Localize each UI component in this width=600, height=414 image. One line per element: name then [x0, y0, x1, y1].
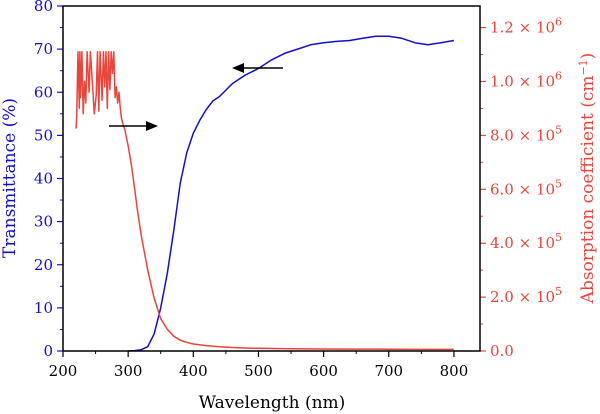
arrow-to-left-axis-head [232, 63, 244, 73]
y-left-tick-label: 20 [34, 256, 53, 274]
y-axis-title-right-end: ) [578, 53, 598, 60]
y-right-tick-label: 6.0 × 105 [490, 177, 562, 198]
y-left-tick-label: 40 [34, 170, 53, 188]
y-axis-title-right-main: Absorption coefficient (cm [578, 76, 598, 305]
arrow-to-right-axis-head [146, 121, 158, 131]
arrow-to-left-axis [232, 63, 283, 73]
x-tick-label: 700 [374, 362, 403, 380]
x-tick-label: 300 [114, 362, 143, 380]
absorption-line [75, 51, 454, 351]
y-left-tick-label: 60 [34, 83, 53, 101]
x-tick-label: 200 [49, 362, 78, 380]
y-left-tick-label: 50 [34, 126, 53, 144]
y-left-tick-label: 0 [43, 342, 53, 360]
y-right-tick-label: 2.0 × 105 [490, 285, 562, 306]
arrow-to-right-axis [109, 121, 158, 131]
tick-label-layer: 200 300 400 500 600 700 800 0 10 20 30 40 50 60 70 80 0.… [34, 0, 562, 380]
y-right-tick-label: 4.0 × 105 [490, 231, 562, 252]
arrow-layer [109, 63, 283, 131]
y-left-tick-label: 10 [34, 299, 53, 317]
y-right-tick-label: 8.0 × 105 [490, 123, 562, 144]
y-left-tick-label: 30 [34, 213, 53, 231]
x-tick-label: 500 [244, 362, 273, 380]
x-tick-label: 800 [440, 362, 469, 380]
y-axis-title-left: Transmittance (%) [0, 98, 20, 258]
x-tick-label: 400 [179, 362, 208, 380]
y-left-tick-label: 80 [34, 0, 53, 15]
y-right-tick-label: 1.2 × 106 [490, 16, 562, 37]
y-axis-title-right: Absorption coefficient (cm−1) [577, 53, 599, 305]
x-axis-title: Wavelength (nm) [199, 393, 346, 413]
tick-layer [57, 5, 486, 357]
plot-frame [62, 5, 481, 352]
y-axis-title-right-sup: −1 [577, 59, 590, 75]
x-tick-label: 600 [309, 362, 338, 380]
series-layer [75, 35, 455, 352]
transmittance-line [128, 35, 455, 352]
y-right-tick-label: 1.0 × 106 [490, 69, 562, 90]
y-right-tick-label: 0.0 [490, 342, 514, 360]
y-left-tick-label: 70 [34, 40, 53, 58]
